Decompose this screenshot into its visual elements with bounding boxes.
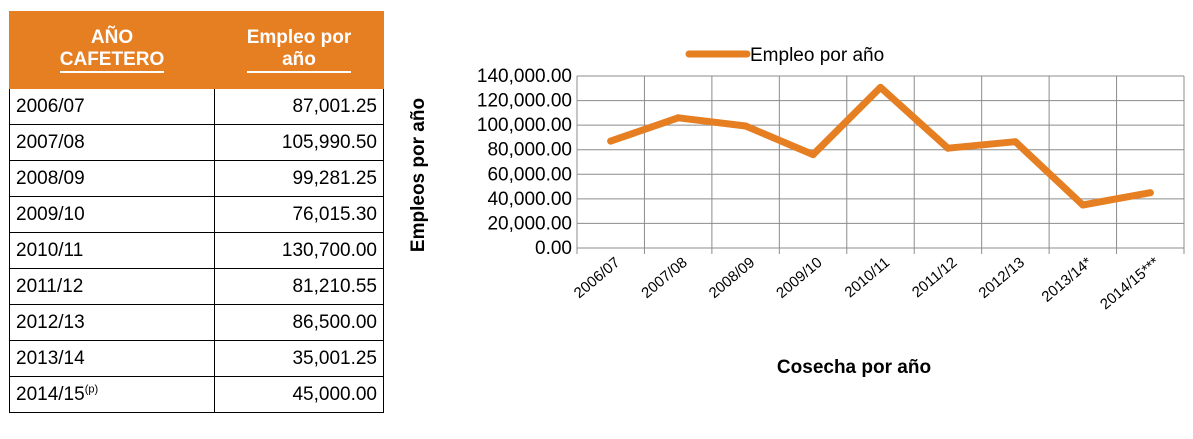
header-year-text: AÑO CAFETERO xyxy=(59,27,165,73)
line-chart-container: 0.00 20,000.00 40,000.00 60,000.00 80,000.00… xyxy=(392,0,1187,439)
table-row: 2012/13 86,500.00 xyxy=(9,304,384,341)
x-tick-label: 2007/08 xyxy=(638,254,690,302)
y-axis-label: Empleos por año xyxy=(408,98,429,252)
employment-table-container: AÑO CAFETERO Empleo por año 2006/07 87,0… xyxy=(9,11,384,413)
employment-cell: 86,500.00 xyxy=(214,304,384,341)
table-row: 2009/10 76,015.30 xyxy=(9,196,384,233)
data-point xyxy=(742,122,750,130)
data-point xyxy=(944,144,952,152)
table-row: 2014/15(p) 45,000.00 xyxy=(9,376,384,413)
employment-line-chart: 0.00 20,000.00 40,000.00 60,000.00 80,000.00… xyxy=(408,45,1185,378)
y-tick-label: 40,000.00 xyxy=(487,189,572,210)
year-cell: 2008/09 xyxy=(9,160,215,197)
data-point xyxy=(1146,189,1154,197)
data-point xyxy=(674,114,682,122)
year-cell: 2014/15(p) xyxy=(9,376,215,413)
year-cell: 2007/08 xyxy=(9,124,215,161)
table-row: 2006/07 87,001.25 xyxy=(9,88,384,125)
y-tick-label: 100,000.00 xyxy=(477,115,572,136)
x-axis-label: Cosecha por año xyxy=(777,357,931,378)
data-point xyxy=(1079,201,1087,209)
data-point xyxy=(607,137,615,145)
y-tick-label: 0.00 xyxy=(535,238,572,259)
x-axis-ticks: 2006/07 2007/08 2008/09 2009/10 2010/11 2011/… xyxy=(571,254,1163,313)
employment-cell: 87,001.25 xyxy=(214,88,384,125)
header-employment: Empleo por año xyxy=(214,11,384,89)
employment-cell: 81,210.55 xyxy=(214,268,384,305)
x-tick-label: 2014/15*** xyxy=(1097,254,1163,313)
y-tick-label: 120,000.00 xyxy=(477,91,572,112)
y-tick-label: 60,000.00 xyxy=(487,164,572,185)
table-row: 2011/12 81,210.55 xyxy=(9,268,384,305)
x-tick-label: 2012/13 xyxy=(975,254,1027,302)
chart-grid xyxy=(576,75,1185,254)
table-row: 2008/09 99,281.25 xyxy=(9,160,384,197)
x-tick-label: 2013/14* xyxy=(1038,254,1095,306)
table-row: 2010/11 130,700.00 xyxy=(9,232,384,269)
employment-cell: 130,700.00 xyxy=(214,232,384,269)
year-cell: 2010/11 xyxy=(9,232,215,269)
year-cell: 2013/14 xyxy=(9,340,215,377)
x-tick-label: 2011/12 xyxy=(909,254,961,301)
header-employment-text: Empleo por año xyxy=(246,27,352,73)
data-point xyxy=(809,151,817,159)
chart-series xyxy=(607,83,1154,209)
employment-cell: 76,015.30 xyxy=(214,196,384,233)
x-tick-label: 2010/11 xyxy=(841,254,893,301)
table-row: 2007/08 105,990.50 xyxy=(9,124,384,161)
y-axis-ticks: 0.00 20,000.00 40,000.00 60,000.00 80,000.00… xyxy=(477,66,572,259)
y-tick-label: 80,000.00 xyxy=(487,140,572,161)
x-tick-label: 2006/07 xyxy=(571,254,623,302)
header-year: AÑO CAFETERO xyxy=(9,11,215,89)
year-cell: 2009/10 xyxy=(9,196,215,233)
employment-cell: 35,001.25 xyxy=(214,340,384,377)
legend-label: Empleo por año xyxy=(750,45,884,66)
x-tick-label: 2008/09 xyxy=(706,254,758,302)
chart-legend: Empleo por año xyxy=(685,45,884,66)
y-tick-label: 140,000.00 xyxy=(477,66,572,87)
year-cell: 2012/13 xyxy=(9,304,215,341)
table-header-row: AÑO CAFETERO Empleo por año xyxy=(9,11,384,89)
x-tick-label: 2009/10 xyxy=(773,254,825,302)
data-point xyxy=(1011,138,1019,146)
employment-cell: 45,000.00 xyxy=(214,376,384,413)
data-point xyxy=(877,83,884,91)
y-tick-label: 20,000.00 xyxy=(487,213,572,234)
employment-cell: 99,281.25 xyxy=(214,160,384,197)
year-cell: 2006/07 xyxy=(9,88,215,125)
employment-cell: 105,990.50 xyxy=(214,124,384,161)
table-row: 2013/14 35,001.25 xyxy=(9,340,384,377)
year-cell: 2011/12 xyxy=(9,268,215,305)
employment-table: AÑO CAFETERO Empleo por año 2006/07 87,0… xyxy=(9,11,384,413)
series-line xyxy=(607,83,1154,209)
